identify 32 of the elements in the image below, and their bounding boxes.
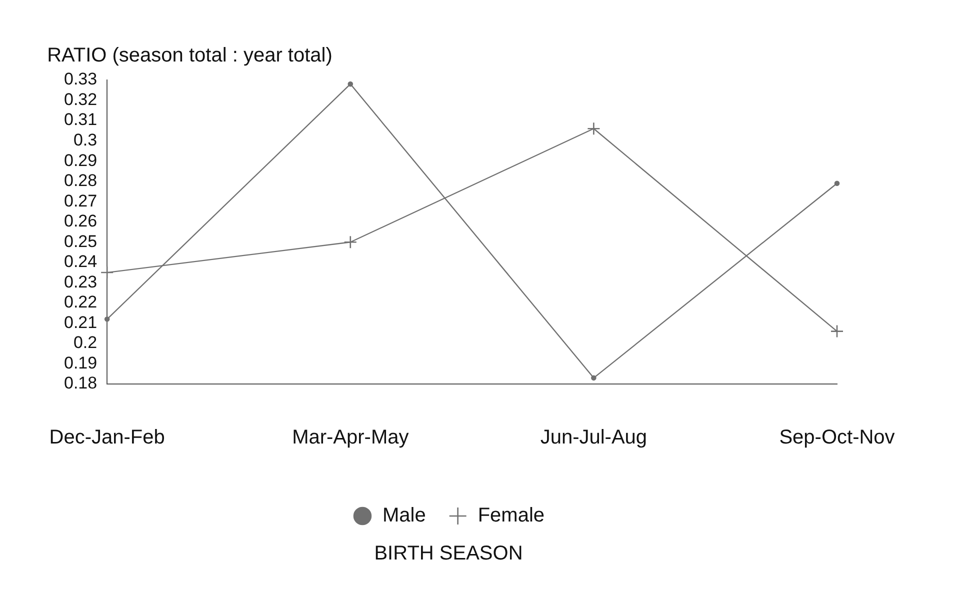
y-tick-label: 0.32	[64, 90, 98, 109]
y-tick-label: 0.27	[64, 191, 98, 210]
point	[587, 122, 600, 136]
y-tick-label: 0.33	[64, 70, 98, 89]
y-tick-label: 0.29	[64, 150, 98, 170]
y-tick-label: 0.31	[64, 110, 98, 130]
y-tick-label: 0.23	[64, 272, 98, 292]
legend-label: Female	[478, 504, 545, 527]
x-axis-title: BIRTH SEASON	[374, 542, 523, 565]
point	[344, 235, 358, 249]
y-tick-label: 0.26	[64, 212, 98, 231]
point	[100, 266, 114, 280]
y-tick-label: 0.22	[64, 292, 98, 312]
point	[104, 316, 110, 322]
point	[348, 81, 354, 87]
point	[830, 324, 844, 338]
x-tick-label: Sep-Oct-Nov	[779, 426, 895, 449]
x-tick-label: Dec-Jan-Feb	[49, 426, 165, 449]
y-tick-label: 0.28	[64, 171, 98, 190]
y-tick-label: 0.25	[64, 232, 98, 251]
y-tick-label: 0.19	[64, 353, 98, 372]
y-tick-label: 0.21	[64, 312, 98, 332]
legend-label: Male	[382, 504, 426, 527]
y-tick-label: 0.2	[73, 333, 98, 352]
y-axis-title: RATIO (season total : year total)	[47, 44, 332, 67]
x-tick-label: Mar-Apr-May	[292, 426, 409, 449]
point	[834, 180, 840, 186]
y-tick-label: 0.3	[73, 130, 98, 150]
x-tick-label: Jun-Jul-Aug	[540, 426, 648, 449]
point	[591, 375, 596, 381]
y-tick-label: 0.24	[64, 252, 98, 272]
y-tick-label: 0.18	[64, 374, 98, 393]
